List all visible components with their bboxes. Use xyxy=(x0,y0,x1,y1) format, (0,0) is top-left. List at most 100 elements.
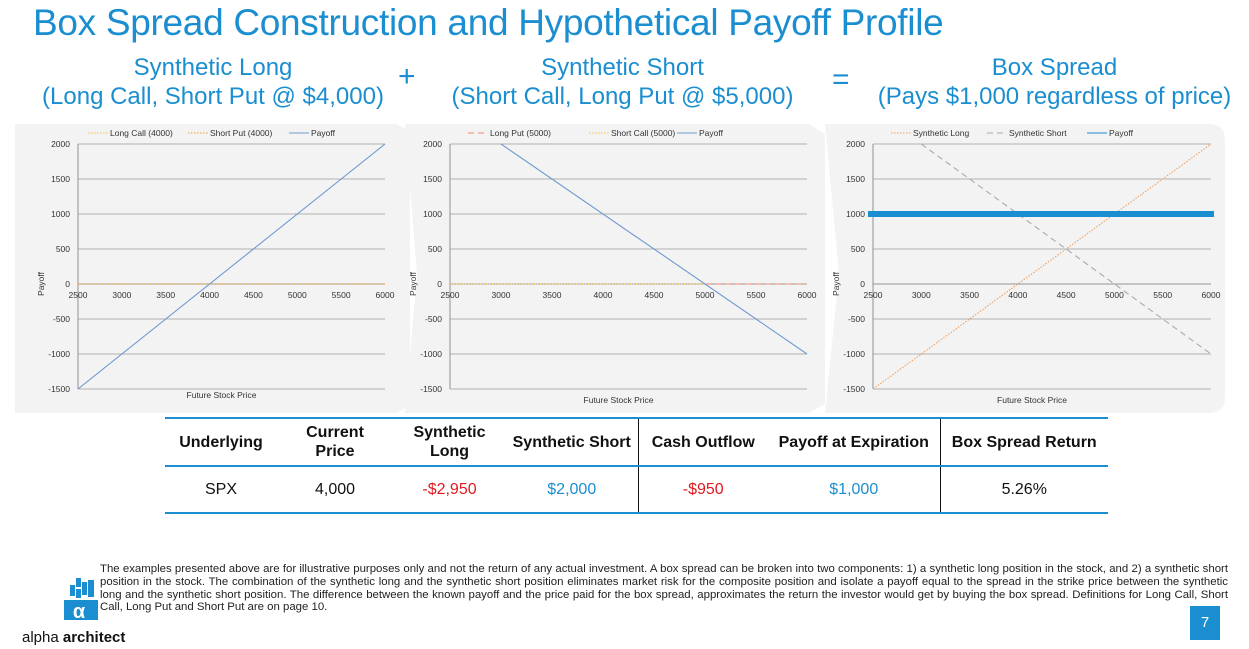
synthetic-long-heading: Synthetic Long (Long Call, Short Put @ $… xyxy=(33,53,393,111)
y-axis-title: Payoff xyxy=(36,271,46,296)
x-tick-label: 6000 xyxy=(1202,290,1221,300)
x-tick-label: 2500 xyxy=(69,290,88,300)
y-tick-label: 0 xyxy=(65,279,70,289)
box-spread-heading-line1: Box Spread xyxy=(991,54,1118,81)
table-header-cell: Payoff at Expiration xyxy=(768,417,941,467)
disclaimer-text: The examples presented above are for ill… xyxy=(100,563,1228,614)
table-header-cell: Box Spread Return xyxy=(940,417,1108,467)
legend-label: Payoff xyxy=(311,128,336,138)
x-tick-label: 3000 xyxy=(112,290,131,300)
y-tick-label: 500 xyxy=(428,244,442,254)
legend-label: Short Put (4000) xyxy=(210,128,273,138)
y-tick-label: -500 xyxy=(848,314,865,324)
x-tick-label: 5000 xyxy=(696,290,715,300)
chart-panel-background xyxy=(15,124,410,413)
brand-name-prefix: alpha xyxy=(22,629,59,646)
y-tick-label: 2000 xyxy=(423,139,442,149)
x-tick-label: 5500 xyxy=(747,290,766,300)
cell-box-spread-return: 5.26% xyxy=(940,466,1108,514)
cell-current-price: 4,000 xyxy=(277,466,393,514)
y-tick-label: -1500 xyxy=(420,384,442,394)
x-tick-label: 5500 xyxy=(1153,290,1172,300)
box-spread-heading-line2: (Pays $1,000 regardless of price) xyxy=(877,83,1232,110)
alpha-architect-logo-icon: α xyxy=(64,578,98,622)
y-tick-label: 0 xyxy=(437,279,442,289)
slide-title: Box Spread Construction and Hypothetical… xyxy=(33,2,944,43)
x-axis-title: Future Stock Price xyxy=(584,395,654,405)
table-header-cell: Current Price xyxy=(277,417,393,467)
x-tick-label: 5000 xyxy=(288,290,307,300)
x-tick-label: 3500 xyxy=(543,290,562,300)
x-tick-label: 4000 xyxy=(594,290,613,300)
x-tick-label: 3500 xyxy=(960,290,979,300)
legend-label: Payoff xyxy=(699,128,724,138)
plus-sign: + xyxy=(398,60,416,93)
legend-label: Long Call (4000) xyxy=(110,128,173,138)
x-tick-label: 4500 xyxy=(645,290,664,300)
cell-payoff-at-expiration: $1,000 xyxy=(768,466,941,514)
y-tick-label: -1000 xyxy=(843,349,865,359)
y-tick-label: -500 xyxy=(53,314,70,324)
x-tick-label: 3000 xyxy=(912,290,931,300)
y-tick-label: 1500 xyxy=(51,174,70,184)
chart-panel-background xyxy=(405,124,825,413)
x-tick-label: 5500 xyxy=(332,290,351,300)
svg-text:α: α xyxy=(73,601,86,622)
y-tick-label: -1000 xyxy=(48,349,70,359)
legend-label: Synthetic Long xyxy=(913,128,970,138)
equals-sign: = xyxy=(832,63,850,96)
synthetic-short-heading-line1: Synthetic Short xyxy=(541,54,704,81)
box-spread-summary-table: Underlying Current Price Synthetic Long Sy… xyxy=(165,417,1108,514)
brand-name-suffix: architect xyxy=(58,629,126,646)
synthetic-short-heading: Synthetic Short (Short Call, Long Put @ … xyxy=(445,53,800,111)
x-tick-label: 4000 xyxy=(200,290,219,300)
cell-cash-outflow: -$950 xyxy=(637,466,768,514)
page-number: 7 xyxy=(1190,606,1220,640)
y-tick-label: 500 xyxy=(56,244,70,254)
x-tick-label: 5000 xyxy=(1105,290,1124,300)
x-tick-label: 4500 xyxy=(244,290,263,300)
synthetic-long-heading-line1: Synthetic Long xyxy=(133,54,293,81)
x-tick-label: 6000 xyxy=(376,290,395,300)
series-line-synthetic-long xyxy=(872,143,1212,390)
y-axis-title: Payoff xyxy=(408,271,418,296)
table-row: SPX 4,000 -$2,950 $2,000 -$950 $1,000 5.… xyxy=(165,466,1108,514)
table-header-cell: Underlying xyxy=(165,417,277,467)
y-tick-label: 500 xyxy=(851,244,865,254)
y-tick-label: -1500 xyxy=(48,384,70,394)
brand-name: alpha architect xyxy=(22,629,125,646)
synthetic-long-heading-line2: (Long Call, Short Put @ $4,000) xyxy=(42,83,384,110)
table-header-row: Underlying Current Price Synthetic Long Sy… xyxy=(165,417,1108,467)
cell-synthetic-long: -$2,950 xyxy=(393,466,506,514)
y-axis-title: Payoff xyxy=(831,271,841,296)
x-tick-label: 3000 xyxy=(492,290,511,300)
series-line-payoff xyxy=(500,143,808,355)
y-tick-label: 1000 xyxy=(51,209,70,219)
y-tick-label: -1000 xyxy=(420,349,442,359)
y-tick-label: -500 xyxy=(425,314,442,324)
y-tick-label: 1500 xyxy=(846,174,865,184)
x-tick-label: 4500 xyxy=(1057,290,1076,300)
y-tick-label: 0 xyxy=(860,279,865,289)
table-header-cell: Cash Outflow xyxy=(637,417,768,467)
y-tick-label: 2000 xyxy=(846,139,865,149)
y-tick-label: 2000 xyxy=(51,139,70,149)
y-tick-label: 1000 xyxy=(423,209,442,219)
y-tick-label: 1500 xyxy=(423,174,442,184)
cell-synthetic-short: $2,000 xyxy=(506,466,638,514)
y-tick-label: 1000 xyxy=(846,209,865,219)
x-tick-label: 2500 xyxy=(864,290,883,300)
y-tick-label: -1500 xyxy=(843,384,865,394)
synthetic-short-heading-line2: (Short Call, Long Put @ $5,000) xyxy=(451,83,794,110)
table-header-cell: Synthetic Long xyxy=(393,417,506,467)
x-axis-title: Future Stock Price xyxy=(187,390,257,400)
table-header-cell: Synthetic Short xyxy=(506,417,638,467)
box-spread-heading: Box Spread (Pays $1,000 regardless of pr… xyxy=(872,53,1237,111)
chart-panel-background xyxy=(825,124,1225,413)
legend-label: Payoff xyxy=(1109,128,1134,138)
x-tick-label: 2500 xyxy=(441,290,460,300)
x-tick-label: 6000 xyxy=(798,290,817,300)
x-tick-label: 4000 xyxy=(1008,290,1027,300)
